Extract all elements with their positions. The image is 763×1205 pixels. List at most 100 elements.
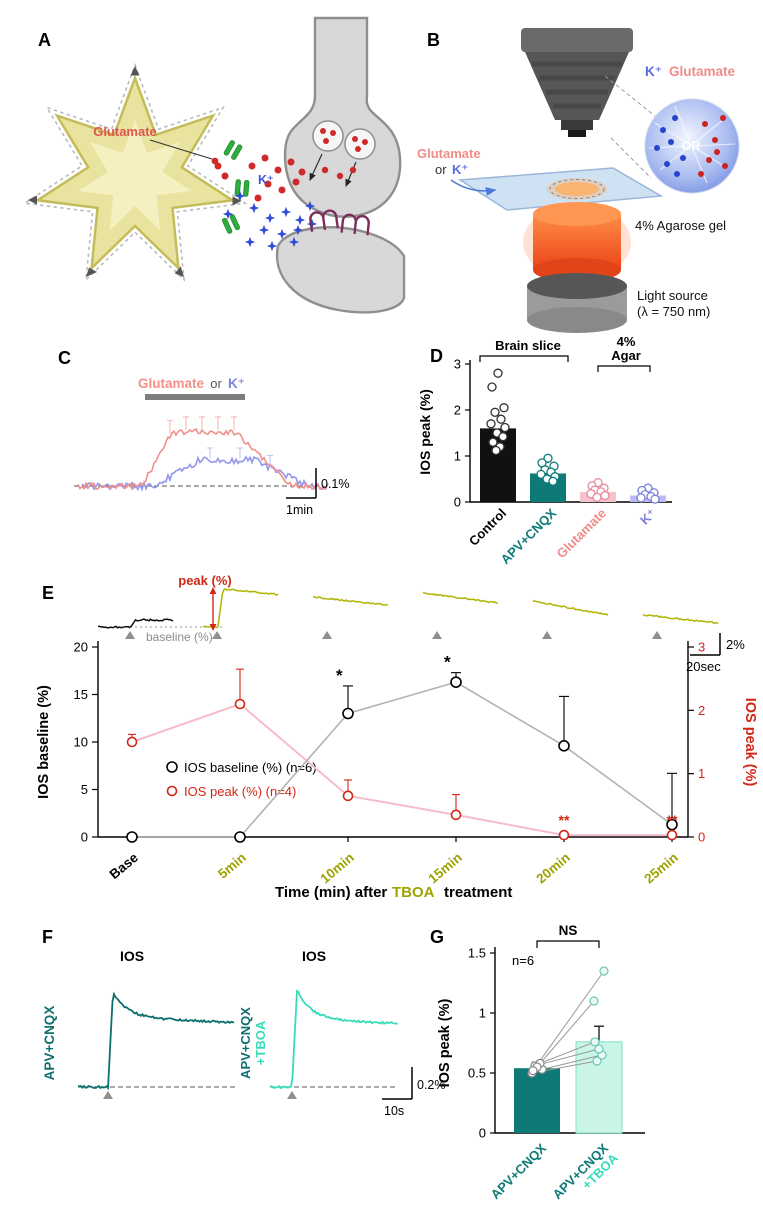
- trace-scalebar: 2% 20sec: [686, 633, 745, 674]
- svg-text:**: **: [559, 812, 570, 828]
- svg-text:5min: 5min: [215, 850, 249, 882]
- svg-text:1.5: 1.5: [468, 946, 486, 961]
- svg-text:3: 3: [454, 357, 461, 372]
- svg-text:3: 3: [698, 640, 705, 655]
- svg-text:APV+CNQX: APV+CNQX: [42, 1006, 57, 1081]
- glutamate-pointer-line: [149, 139, 213, 160]
- panel-b: B: [405, 18, 760, 338]
- panel-c: C Glutamate or K⁺ 0.1% 1min: [30, 338, 390, 578]
- glutamate-dots: [211, 154, 357, 202]
- svg-text:2: 2: [454, 403, 461, 418]
- panel-b-label: B: [427, 30, 440, 50]
- panel-g: G IOS peak (%) NS n=6 0 0.5 1 1.5 APV+CNQX AP…: [415, 915, 760, 1205]
- svg-text:20: 20: [74, 640, 88, 655]
- astrocyte-shape: [22, 62, 248, 282]
- panel-d-label: D: [430, 346, 443, 366]
- gel-label: 4% Agarose gel: [635, 218, 726, 233]
- svg-text:2: 2: [698, 703, 705, 718]
- panel-a-label: A: [38, 30, 51, 50]
- n-label: n=6: [512, 953, 534, 968]
- astrocyte-synapse-diagram: Glutamate K⁺: [22, 16, 406, 314]
- astrocyte-tip-arrows: [28, 66, 242, 277]
- agarose-gel: [523, 202, 631, 282]
- svg-text:1: 1: [698, 766, 705, 781]
- trace-scale-horizontal-label: 20sec: [686, 659, 721, 674]
- group-brain-slice-label: Brain slice: [495, 338, 561, 353]
- left-y-axis-label: IOS baseline (%): [36, 685, 52, 799]
- svg-text:0: 0: [81, 830, 88, 845]
- glutamate-receptor-icons: [309, 209, 370, 236]
- inflow-k-label: K⁺: [452, 162, 468, 177]
- stim-or-label: or: [210, 376, 222, 391]
- potassium-label: K⁺: [258, 173, 274, 187]
- svg-text:1: 1: [479, 1006, 486, 1021]
- scale-vertical-label: 0.2%: [417, 1078, 446, 1092]
- inset-or-label: OR: [682, 139, 701, 153]
- panel-f: F IOS IOS APV+CNQX APV+CNQX +TBOA 0.2% 1…: [20, 915, 450, 1155]
- scalebar: 0.2% 10s: [382, 1067, 446, 1118]
- svg-text:15: 15: [74, 687, 88, 702]
- trace-plots: [77, 989, 398, 1099]
- astrocyte-channel-icons: [221, 140, 250, 234]
- svg-text:0.5: 0.5: [468, 1066, 486, 1081]
- panel-d: D IOS peak (%) Brain slice 4% Agar 0 1 2 3 C…: [410, 332, 760, 582]
- svg-text:10: 10: [74, 735, 88, 750]
- inset-k-dots: [654, 115, 686, 177]
- significance-label: NS: [559, 923, 578, 938]
- svg-text:1: 1: [454, 449, 461, 464]
- glutamate-label: Glutamate: [93, 124, 157, 139]
- svg-text:APV+CNQX: APV+CNQX: [488, 1140, 550, 1202]
- svg-text:15min: 15min: [425, 850, 465, 887]
- x-title-part3: treatment: [444, 884, 512, 901]
- svg-text:**: **: [667, 812, 678, 828]
- legend-peak-marker: [166, 785, 178, 797]
- svg-text:0: 0: [698, 830, 705, 845]
- svg-text:*: *: [336, 666, 343, 685]
- y-axis-label: IOS peak (%): [417, 389, 433, 475]
- synapse-shape: [275, 16, 406, 314]
- legend-baseline-label: IOS baseline (%) (n=6): [184, 760, 317, 775]
- light-source-label: Light source: [637, 288, 708, 303]
- x-axis-title: Time (min) after TBOA treatment: [275, 884, 512, 901]
- group-agar-label-1: 4%: [617, 334, 636, 349]
- svg-text:20min: 20min: [533, 850, 573, 887]
- inset-glutamate-dots: [698, 115, 728, 177]
- stimulus-bar: [145, 394, 245, 400]
- legend-baseline-marker: [166, 761, 178, 773]
- trace-scale-vertical-label: 2%: [726, 637, 745, 652]
- panel-e-label: E: [42, 583, 55, 603]
- group-agar-bracket: [597, 365, 651, 372]
- baseline-annotation-label: baseline (%): [146, 630, 213, 644]
- imaging-region-circle: [549, 179, 605, 199]
- inflow-or-label: or: [435, 162, 447, 177]
- light-source: [527, 273, 627, 333]
- inflow-arrow: [450, 179, 497, 196]
- microscope-objective-icon: [521, 28, 633, 137]
- svg-text:Base: Base: [107, 849, 142, 882]
- svg-text:Control: Control: [466, 506, 509, 549]
- trace-strip: [97, 588, 719, 639]
- inset-magnifier: OR: [644, 98, 740, 194]
- legend-peak-label: IOS peak (%) (n=4): [184, 784, 296, 799]
- postsynaptic-shape: [275, 226, 406, 314]
- trace2-side-label: APV+CNQX +TBOA: [238, 1007, 268, 1079]
- peak-annotation: peak (%): [178, 573, 232, 631]
- light-wavelength-label: (λ = 750 nm): [637, 304, 710, 319]
- stim-k-label: K⁺: [228, 376, 245, 391]
- vesicles: [309, 120, 376, 188]
- tboa-timecourse-chart: peak (%) baseline (%) 2% 20sec IOS basel…: [36, 573, 758, 901]
- svg-text:0: 0: [454, 495, 461, 510]
- imaging-setup-diagram: OR K⁺ Glutamate Glutamate or K⁺ 4% Agaro…: [417, 28, 740, 333]
- inflow-glutamate-label: Glutamate: [417, 146, 481, 161]
- scale-horizontal-label: 10s: [384, 1104, 404, 1118]
- svg-text:K⁺: K⁺: [637, 506, 659, 528]
- ios-peak-bar-chart: IOS peak (%) Brain slice 4% Agar 0 1 2 3 Con…: [417, 334, 672, 567]
- trace1-side-label: APV+CNQX: [42, 1006, 57, 1081]
- trace-lines: [77, 416, 329, 492]
- peak-annotation-label: peak (%): [178, 573, 231, 588]
- svg-text:APV+CNQX: APV+CNQX: [238, 1007, 253, 1079]
- drug-traces-chart: IOS IOS APV+CNQX APV+CNQX +TBOA 0.2% 10s: [42, 948, 446, 1118]
